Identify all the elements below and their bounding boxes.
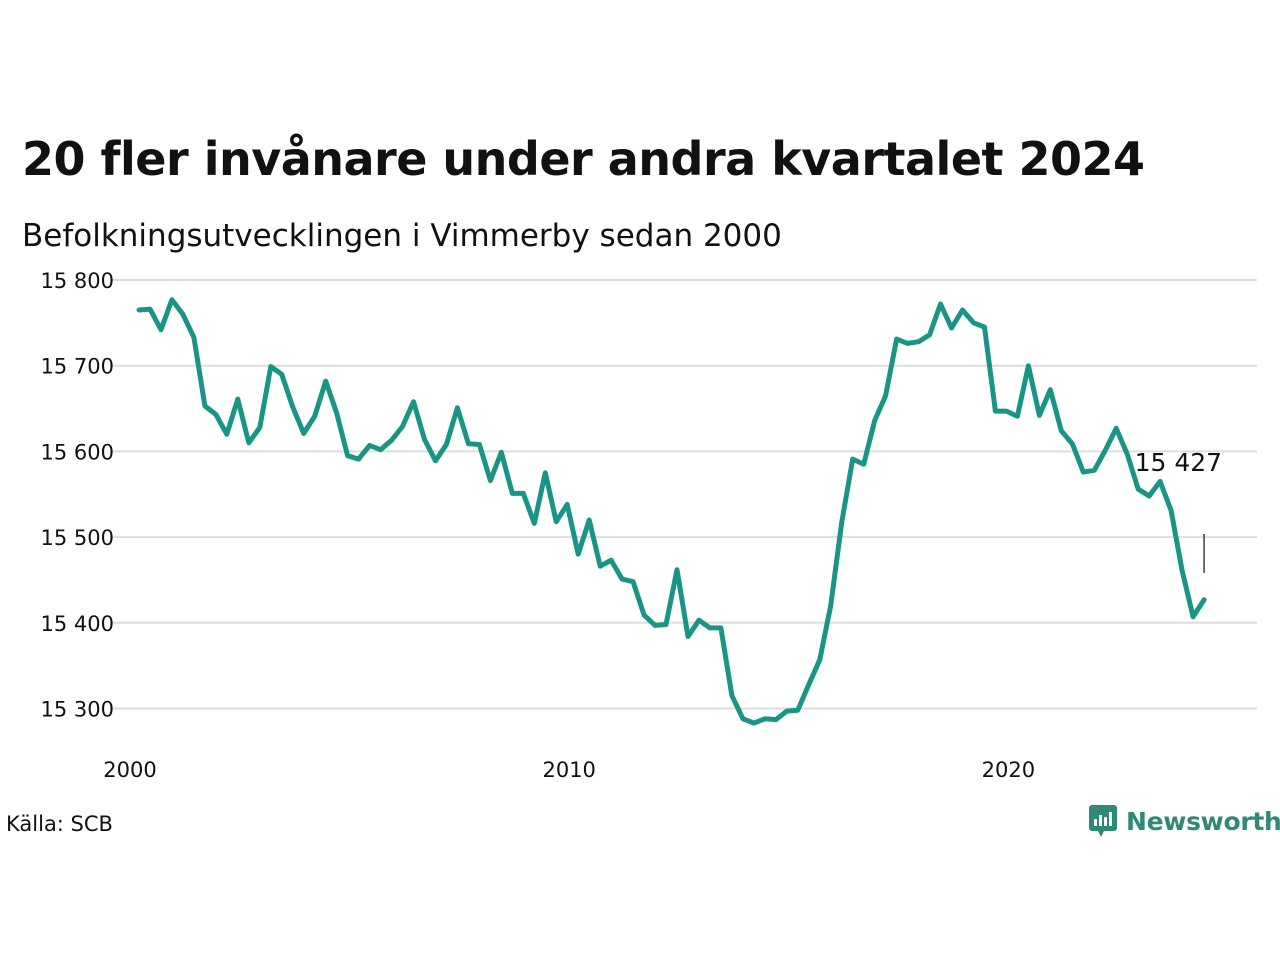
annotation-label: 15 427 [1135,448,1222,477]
x-tick-label: 2010 [542,758,595,782]
x-tick-label: 2000 [103,758,156,782]
y-tick-label: 15 700 [41,355,114,379]
gridlines [110,280,1257,709]
y-tick-label: 15 500 [41,526,114,550]
y-axis-tick-labels: 15 300 15 400 15 500 15 600 15 700 15 800 [41,269,114,722]
y-tick-label: 15 300 [41,698,114,722]
series-lines [139,300,1204,723]
newsworthy-logo-icon [1088,804,1118,838]
newsworthy-logo: Newsworthy [1088,804,1280,838]
x-tick-label: 2020 [982,758,1035,782]
population-line [139,300,1204,723]
y-tick-label: 15 600 [41,440,114,464]
brand-name: Newsworthy [1126,807,1280,836]
source-note: Källa: SCB [6,812,113,836]
x-axis-tick-labels: 2000 2010 2020 [103,758,1035,782]
y-tick-label: 15 400 [41,612,114,636]
y-tick-label: 15 800 [41,269,114,293]
